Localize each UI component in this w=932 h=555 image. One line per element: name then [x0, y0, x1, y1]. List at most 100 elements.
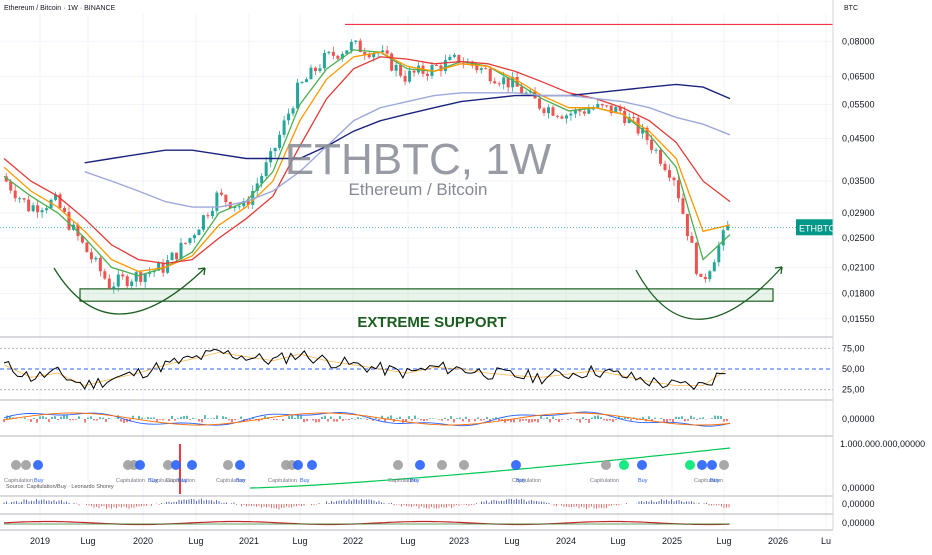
candle-body	[578, 109, 582, 112]
candle-body	[255, 183, 259, 191]
price-tick-label: 0,01800	[842, 289, 875, 299]
candle-body	[408, 70, 412, 82]
candle-body	[457, 54, 461, 64]
candle-body	[112, 286, 116, 289]
moving-average-line	[84, 92, 731, 208]
moving-average-line	[3, 51, 731, 273]
signal-dot	[437, 460, 447, 470]
macd-line	[3, 411, 731, 427]
candle-body	[372, 53, 376, 58]
rsi-axis-label: 50,00	[842, 364, 865, 374]
candle-body	[9, 181, 13, 191]
candle-body	[381, 50, 385, 53]
capitulation-label: Capitulation	[694, 478, 723, 484]
candle-body	[98, 257, 102, 272]
candle-body	[27, 199, 31, 212]
macd-axis-label: 0,00000	[842, 414, 875, 424]
volume-axis-label-zero: 0,00000	[842, 483, 875, 493]
rsi-axis-label: 25,00	[842, 385, 865, 395]
candle-body	[206, 215, 210, 217]
candle-body	[654, 149, 658, 151]
candle-body	[237, 206, 241, 208]
time-tick-label: Lug	[504, 536, 519, 546]
time-tick-label: 2019	[30, 536, 50, 546]
candle-body	[555, 115, 559, 117]
candle-body	[573, 109, 577, 114]
candle-body	[215, 192, 219, 211]
capitulation-label: Capitulation	[116, 478, 145, 484]
candle-body	[564, 115, 568, 119]
candle-body	[188, 238, 192, 243]
signal-dot	[171, 460, 181, 470]
candle-body	[560, 116, 564, 119]
candle-body	[417, 65, 421, 73]
candle-body	[547, 107, 550, 114]
candle-body	[493, 81, 497, 84]
buy-label: Buy	[410, 478, 420, 484]
signal-dot	[685, 460, 695, 470]
currency-label: BTC	[844, 5, 858, 12]
candle-body	[125, 276, 129, 286]
candle-body	[358, 40, 362, 53]
candle-body	[94, 257, 98, 260]
support-zone	[79, 288, 774, 302]
candle-body	[623, 110, 627, 124]
candle-body	[681, 198, 685, 214]
candle-body	[4, 176, 8, 182]
price-tick-label: 0,02500	[842, 233, 875, 243]
candle-body	[63, 208, 66, 212]
support-rectangle	[79, 288, 774, 302]
candle-body	[40, 210, 44, 213]
capitulation-label: Capitulation	[590, 478, 619, 484]
candle-body	[148, 272, 152, 274]
price-tick-label: 0,06500	[842, 71, 875, 81]
signal-dot	[293, 460, 303, 470]
candle-body	[394, 64, 398, 71]
candle-body	[282, 120, 286, 135]
candle-body	[502, 77, 506, 85]
candle-body	[85, 242, 89, 253]
oscillator2-axis-label: 0,00000	[842, 518, 875, 528]
candle-body	[600, 104, 604, 106]
candle-body	[712, 262, 716, 272]
candle-body	[309, 67, 313, 80]
candle-body	[336, 55, 340, 59]
candle-body	[443, 60, 447, 72]
candle-body	[659, 149, 663, 164]
candle-body	[121, 274, 125, 277]
buy-label: Buy	[710, 478, 720, 484]
cumulative-volume-line	[249, 447, 731, 489]
buy-label: Buy	[148, 478, 158, 484]
candle-body	[587, 109, 591, 114]
candle-body	[721, 230, 725, 246]
cup-arc-left	[53, 267, 206, 315]
candle-body	[251, 190, 255, 205]
candle-body	[184, 242, 187, 244]
signal-dot	[601, 460, 611, 470]
candle-body	[434, 65, 438, 67]
capitulation-label: Capitulation	[216, 478, 245, 484]
candle-body	[130, 281, 134, 286]
capitulation-label: Capitulation	[166, 478, 195, 484]
volume-axis-label-top: 1.000.000.000,00000	[840, 439, 925, 449]
capitulation-label: Capitulation	[512, 478, 541, 484]
candle-body	[242, 201, 246, 207]
price-tick-label: 0,01550	[842, 314, 875, 324]
signal-dot	[459, 460, 469, 470]
signal-dot	[393, 460, 403, 470]
signal-dot	[163, 460, 173, 470]
candle-body	[363, 52, 367, 55]
candle-body	[448, 56, 452, 61]
candle-body	[605, 105, 609, 107]
candle-body	[201, 215, 205, 230]
candle-body	[426, 73, 429, 76]
candle-body	[708, 271, 712, 280]
candle-body	[699, 273, 703, 277]
candle-body	[668, 170, 671, 178]
time-tick-label: Lug	[292, 536, 307, 546]
time-tick-label: Lug	[188, 536, 203, 546]
signal-dot	[307, 460, 317, 470]
candle-body	[107, 278, 111, 289]
